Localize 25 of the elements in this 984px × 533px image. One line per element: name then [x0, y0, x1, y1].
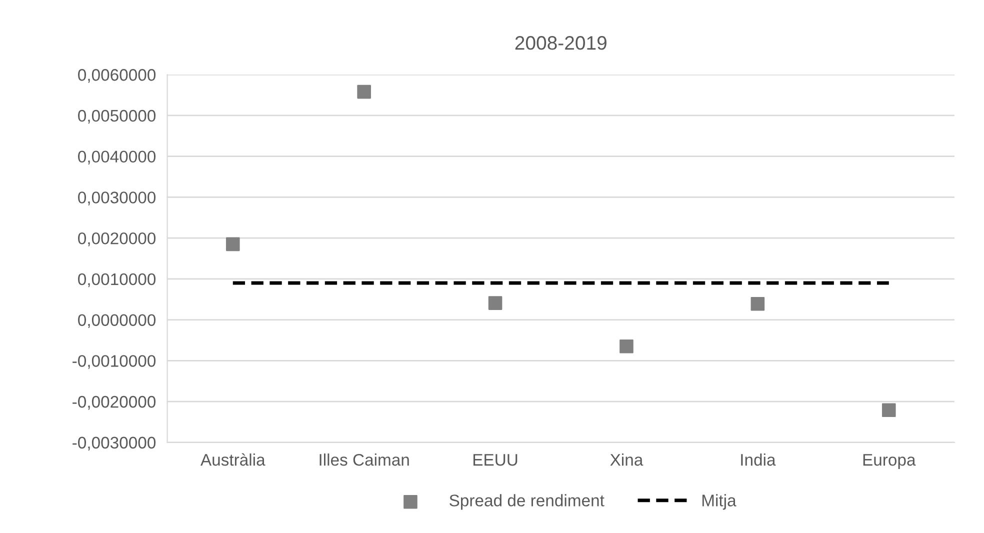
x-tick-label: Xina	[610, 454, 644, 466]
x-tick-label: Illes Caiman	[320, 454, 409, 466]
legend-label: Mitja	[702, 494, 736, 510]
point	[882, 403, 896, 418]
y-tick-label: 0,0010000	[78, 273, 156, 288]
legend-label: Spread de rendiment	[450, 494, 604, 510]
y-tick-label: -0,0020000	[72, 396, 156, 410]
x-tick-label: Austràlia	[200, 453, 266, 466]
x-tick-label: Europa	[863, 454, 916, 470]
y-tick-label: 0,0050000	[78, 110, 156, 124]
point	[620, 339, 634, 354]
y-tick-label: -0,0030000	[72, 436, 156, 451]
y-tick-label: 0,0060000	[78, 69, 156, 83]
chart-title: 2008-2019	[515, 36, 606, 50]
point	[488, 296, 502, 310]
point	[226, 237, 240, 252]
x-tick-label: EEUU	[473, 454, 518, 466]
y-tick-label: 0,0040000	[78, 150, 156, 165]
y-tick-label: 0,0030000	[78, 192, 156, 206]
point	[750, 296, 765, 311]
x-tick-label: India	[741, 454, 776, 466]
point	[357, 84, 371, 99]
y-tick-label: 0,0000000	[78, 314, 156, 328]
y-tick-label: 0,0020000	[78, 232, 156, 246]
y-tick-label: -0,0010000	[72, 355, 156, 369]
